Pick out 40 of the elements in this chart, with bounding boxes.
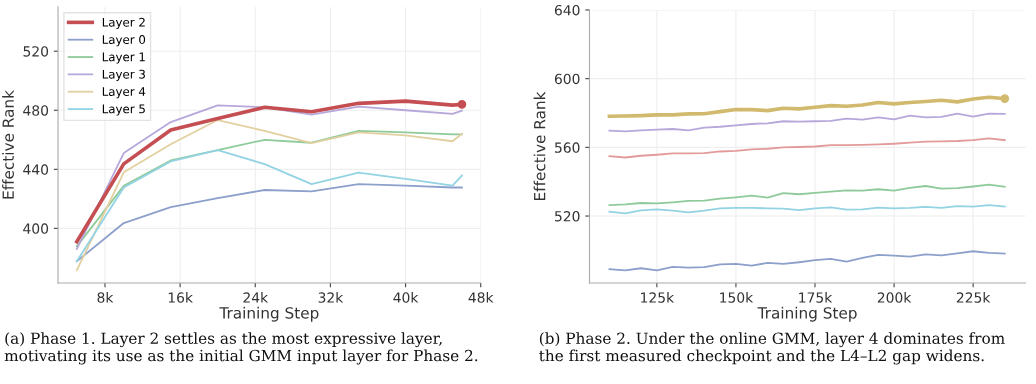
x-tick-label: 48k bbox=[468, 292, 494, 303]
x-tick-label: 125k bbox=[641, 292, 675, 303]
line-series bbox=[608, 183, 1006, 206]
x-tick-label: 200k bbox=[877, 292, 912, 303]
legend-label: Layer 0 bbox=[102, 35, 146, 47]
x-tick-label: 225k bbox=[956, 292, 991, 303]
line-series bbox=[608, 250, 1006, 272]
y-axis-title: Effective Rank bbox=[533, 91, 546, 200]
text: (b) Phase 2. Under the online GMM, layer 4 dominates from the first measured checkpoint and the L4–L2 gap widens. bbox=[539, 332, 1005, 365]
line-series bbox=[75, 130, 463, 248]
x-tick-label: 32k bbox=[318, 292, 344, 303]
y-tick-label: 520 bbox=[23, 46, 49, 57]
x-tick-label: 24k bbox=[243, 292, 269, 303]
x-axis-title: Training Step bbox=[757, 306, 857, 322]
y-tick-label: 600 bbox=[554, 73, 580, 85]
text: (a) Phase 1. Layer 2 settles as the most expressive layer, motivating its use as the initial GMM input layer for Phase 2. bbox=[4, 332, 478, 365]
line-series bbox=[75, 183, 463, 263]
line-series bbox=[608, 137, 1006, 159]
x-tick-label: 150k bbox=[720, 292, 754, 303]
x-tick-label: 175k bbox=[799, 292, 833, 303]
y-tick-label: 560 bbox=[555, 142, 580, 153]
legend-label: Layer 4 bbox=[102, 87, 146, 99]
x-tick-label: 16k bbox=[168, 292, 193, 303]
y-tick-label: 440 bbox=[23, 164, 49, 175]
x-axis-title: Training Step bbox=[219, 306, 319, 322]
line-series bbox=[75, 149, 463, 263]
line-series bbox=[608, 112, 1006, 133]
legend-label: Layer 1 bbox=[102, 52, 145, 64]
x-tick-label: 8k bbox=[97, 292, 114, 303]
y-tick-label: 640 bbox=[554, 4, 580, 16]
y-axis-title: Effective Rank bbox=[2, 90, 14, 199]
y-tick-label: 400 bbox=[23, 223, 49, 234]
x-tick-label: 40k bbox=[393, 292, 419, 303]
y-tick-label: 520 bbox=[555, 211, 580, 222]
y-tick-label: 480 bbox=[23, 105, 49, 116]
legend-label: Layer 5 bbox=[102, 104, 145, 116]
legend-label: Layer 3 bbox=[102, 69, 145, 81]
line-series bbox=[608, 204, 1006, 215]
legend-label: Layer 2 bbox=[102, 17, 145, 29]
line-series bbox=[75, 119, 463, 272]
